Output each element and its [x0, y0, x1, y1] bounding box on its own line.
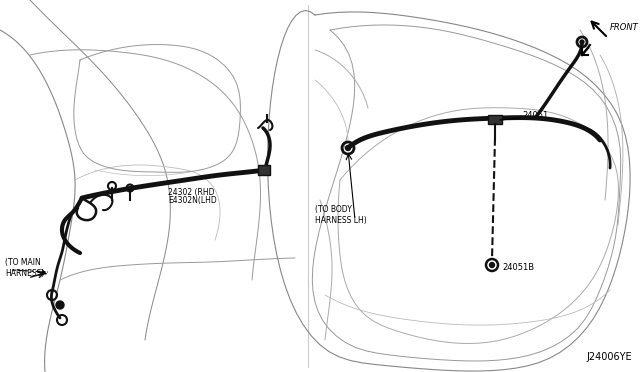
- Text: 24051B: 24051B: [502, 263, 534, 273]
- Text: E4302N(LHD: E4302N(LHD: [168, 196, 217, 205]
- Circle shape: [346, 145, 351, 151]
- Text: 24051: 24051: [522, 112, 548, 121]
- Text: J24006YE: J24006YE: [586, 352, 632, 362]
- Circle shape: [580, 40, 584, 44]
- FancyBboxPatch shape: [258, 165, 270, 175]
- Circle shape: [56, 301, 64, 309]
- Text: (TO MAIN
HARNESS): (TO MAIN HARNESS): [5, 258, 44, 278]
- Text: 24302 (RHD: 24302 (RHD: [168, 187, 214, 196]
- Circle shape: [490, 263, 495, 267]
- Text: FRONT: FRONT: [610, 23, 639, 32]
- Text: (TO BODY
HARNESS LH): (TO BODY HARNESS LH): [315, 205, 367, 225]
- FancyBboxPatch shape: [488, 115, 502, 124]
